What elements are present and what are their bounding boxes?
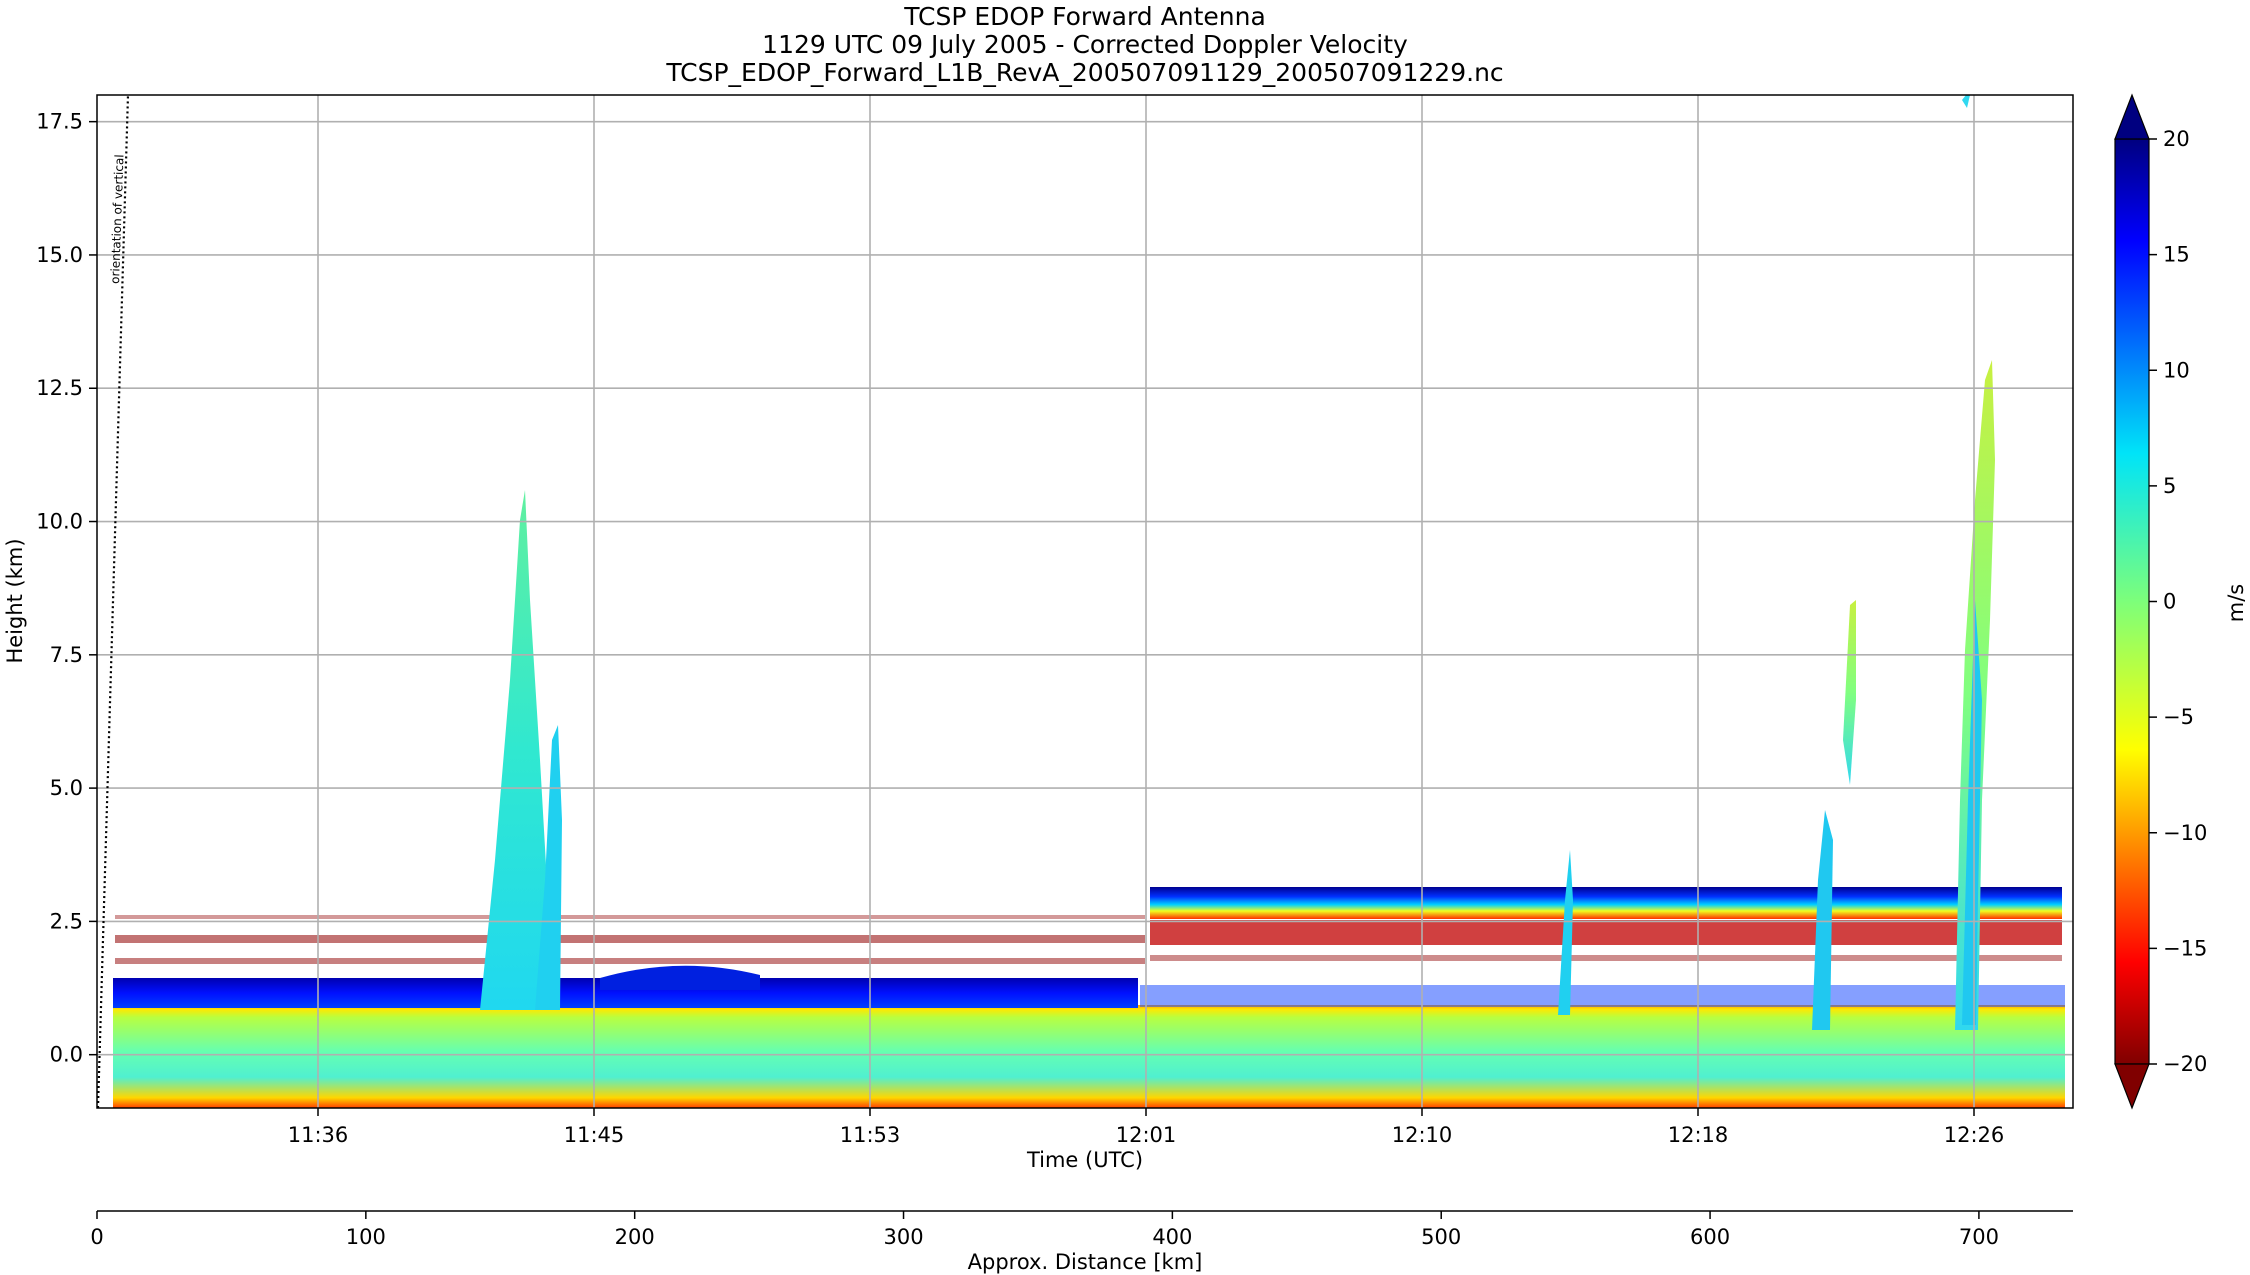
colorbar-label: m/s	[2224, 584, 2248, 622]
x-axis-ticks: 11:36 11:45 11:53 12:01 12:10 12:18 12:26	[288, 1108, 2005, 1147]
convective-cell-1142	[480, 490, 548, 1010]
y-tick-label: 2.5	[50, 909, 83, 933]
distance-tick-label: 700	[1959, 1225, 1999, 1249]
distance-tick-label: 400	[1152, 1225, 1192, 1249]
convective-cell-1226-core	[1962, 600, 1982, 1025]
colorbar-tick-label: −10	[2163, 821, 2207, 845]
y-tick-label: 15.0	[36, 243, 83, 267]
convective-cell-1143	[535, 725, 562, 1010]
colorbar-tick-label: −15	[2163, 936, 2207, 960]
x-axis-label: Time (UTC)	[1026, 1148, 1143, 1172]
velocity-heatmap	[113, 95, 2065, 1108]
colorbar-tick-label: 10	[2163, 358, 2190, 382]
y-tick-label: 10.0	[36, 510, 83, 534]
red-speckle-band-3	[115, 915, 1145, 919]
mirror-layer	[1150, 920, 2062, 945]
orientation-of-vertical-line	[96, 94, 130, 1109]
distance-axis-ticks: 0 100 200 300 400 500 600 700	[90, 1211, 1999, 1249]
chart-title-line-2: 1129 UTC 09 July 2005 - Corrected Dopple…	[762, 30, 1408, 59]
y-axis-label: Height (km)	[3, 538, 27, 663]
orientation-of-vertical-label: orientation of vertical	[108, 154, 127, 284]
chart-title-line-1: TCSP EDOP Forward Antenna	[903, 2, 1266, 31]
x-tick-label: 12:10	[1392, 1123, 1453, 1147]
distance-tick-label: 500	[1421, 1225, 1461, 1249]
plot-grid	[97, 95, 2073, 1108]
red-speckle-band-1	[115, 935, 1145, 943]
bright-band-bump	[600, 965, 760, 990]
distance-tick-label: 600	[1690, 1225, 1730, 1249]
colorbar-extend-min	[2114, 1063, 2150, 1110]
distance-tick-label: 300	[883, 1225, 923, 1249]
convective-cell-1222-upper	[1843, 600, 1856, 785]
x-tick-label: 11:45	[564, 1123, 625, 1147]
colorbar-tick-label: 5	[2163, 474, 2176, 498]
y-tick-label: 0.0	[50, 1043, 83, 1067]
x-tick-label: 11:53	[840, 1123, 901, 1147]
x-tick-label: 12:26	[1944, 1123, 2005, 1147]
colorbar-extend-max	[2114, 93, 2150, 140]
convective-cell-1222	[1812, 810, 1833, 1030]
convective-cell-1215	[1558, 850, 1573, 1015]
x-tick-label: 12:01	[1116, 1123, 1177, 1147]
surface-return	[113, 1005, 2065, 1108]
cloud-top-fragment	[1962, 95, 1970, 108]
x-tick-label: 12:18	[1668, 1123, 1729, 1147]
colorbar-body	[2114, 138, 2150, 1065]
colorbar-tick-label: 15	[2163, 243, 2190, 267]
colorbar-tick-label: 0	[2163, 590, 2176, 614]
y-tick-label: 7.5	[50, 643, 83, 667]
red-speckle-band-4	[1150, 955, 2062, 961]
plot-frame	[96, 94, 2074, 1109]
distance-tick-label: 0	[90, 1225, 103, 1249]
y-tick-label: 5.0	[50, 776, 83, 800]
chart-title-line-3: TCSP_EDOP_Forward_L1B_RevA_200507091129_…	[665, 58, 1503, 87]
y-axis-ticks: 0.0 2.5 5.0 7.5 10.0 12.5 15.0 17.5	[36, 110, 97, 1067]
y-tick-label: 17.5	[36, 110, 83, 134]
colorbar-ticks: 20 15 10 5 0 −5 −10 −15 −20	[2149, 127, 2207, 1076]
colorbar-tick-label: 20	[2163, 127, 2190, 151]
distance-axis-label: Approx. Distance [km]	[968, 1250, 1203, 1274]
upper-bright-band	[1150, 887, 2062, 919]
colorbar: 20 15 10 5 0 −5 −10 −15 −20 m/s	[2114, 93, 2248, 1110]
bright-band-right	[1140, 985, 2065, 1007]
colorbar-tick-label: −20	[2163, 1052, 2207, 1076]
red-speckle-band-2	[115, 958, 1145, 964]
colorbar-tick-label: −5	[2163, 705, 2194, 729]
distance-tick-label: 100	[346, 1225, 386, 1249]
y-tick-label: 12.5	[36, 376, 83, 400]
distance-tick-label: 200	[615, 1225, 655, 1249]
x-tick-label: 11:36	[288, 1123, 349, 1147]
